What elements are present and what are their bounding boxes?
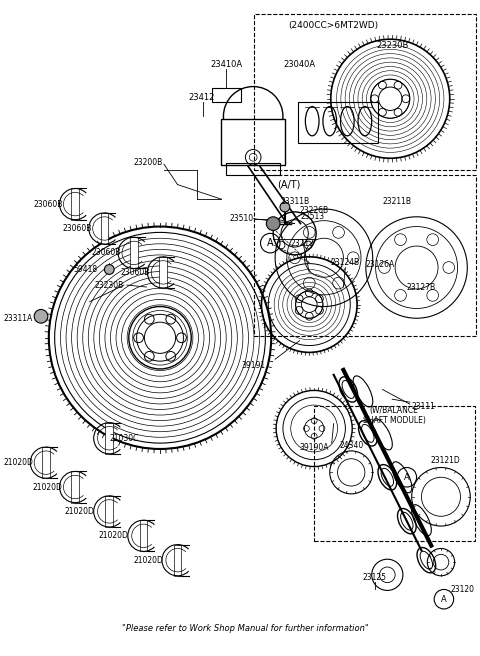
Text: 23410A: 23410A [210,60,242,69]
Text: 59418: 59418 [73,265,97,274]
Text: 23060B: 23060B [62,224,92,233]
Text: 23510: 23510 [229,215,253,223]
Text: (2400CC>6MT2WD): (2400CC>6MT2WD) [288,21,379,30]
Text: 21030C: 21030C [109,434,139,443]
Text: 23513: 23513 [300,213,324,221]
Bar [71,472,79,502]
Bar [71,188,79,220]
Text: 23412: 23412 [189,93,215,102]
Text: 21020D: 21020D [33,483,62,491]
Circle shape [266,216,280,230]
Text: A: A [267,238,274,248]
Bar [298,102,378,142]
Text: "Please refer to Work Shop Manual for further information": "Please refer to Work Shop Manual for fu… [122,624,369,633]
Text: (A/T): (A/T) [277,180,300,190]
Text: 21020D: 21020D [3,458,33,467]
Text: 23212: 23212 [290,239,314,247]
Text: 21020D: 21020D [133,556,163,565]
Bar [227,163,280,175]
Text: 24340: 24340 [339,441,363,449]
Text: 23226B: 23226B [300,207,329,215]
Circle shape [105,264,114,274]
Text: 23311A: 23311A [4,314,33,323]
Bar [159,256,167,288]
Bar [212,88,241,102]
Text: 23121D: 23121D [431,456,461,465]
Text: 23126A: 23126A [366,260,395,269]
Text: 39191: 39191 [241,361,266,369]
Bar [106,496,113,527]
Bar [106,422,113,454]
Bar [100,213,108,244]
Text: 23230B: 23230B [376,41,408,50]
Circle shape [34,310,48,323]
Text: 39190A: 39190A [300,443,329,453]
Bar [253,175,476,336]
Bar [130,237,138,268]
Circle shape [280,202,290,212]
Text: A: A [404,473,410,482]
Text: 23120: 23120 [451,585,475,594]
Text: 23125: 23125 [363,573,387,583]
Bar [221,119,285,165]
Text: A: A [441,595,447,604]
Text: 23200B: 23200B [134,157,163,167]
Text: 23060B: 23060B [33,199,62,209]
Bar [314,406,475,541]
Text: 23230B: 23230B [95,281,124,289]
Text: 23060B: 23060B [92,249,121,257]
Bar [253,14,476,170]
Text: 23040A: 23040A [284,60,315,69]
Text: 23311B: 23311B [280,197,309,206]
Text: 21020D: 21020D [65,507,95,516]
Text: 21020D: 21020D [99,531,129,541]
Text: 23124B: 23124B [331,258,360,267]
Text: 23127B: 23127B [407,283,436,291]
Text: 23111: 23111 [412,401,435,411]
Bar [42,447,50,478]
Text: (W/BALANCE
SHAFT MODULE): (W/BALANCE SHAFT MODULE) [363,406,426,426]
Text: 23060B: 23060B [121,268,150,277]
Bar [140,520,147,552]
Bar [174,544,181,576]
Text: 23211B: 23211B [383,197,411,206]
